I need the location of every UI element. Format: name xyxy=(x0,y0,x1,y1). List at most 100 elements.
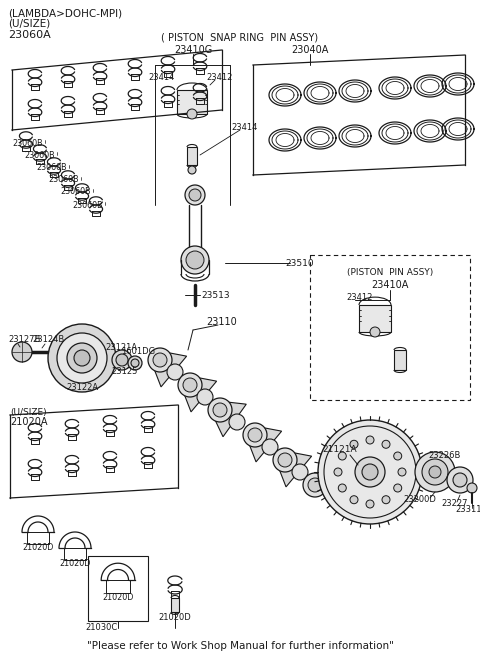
Text: 23060B: 23060B xyxy=(12,138,43,147)
Text: (PISTON  PIN ASSY): (PISTON PIN ASSY) xyxy=(347,267,433,276)
Circle shape xyxy=(181,246,209,274)
Bar xyxy=(171,598,179,612)
Text: 23121A: 23121A xyxy=(105,343,137,352)
Polygon shape xyxy=(249,427,282,462)
Circle shape xyxy=(362,464,378,480)
Text: 23060B: 23060B xyxy=(36,164,67,172)
Circle shape xyxy=(197,389,213,405)
Text: 21020D: 21020D xyxy=(158,612,192,622)
Circle shape xyxy=(382,440,390,448)
Text: 23513: 23513 xyxy=(202,291,230,299)
Circle shape xyxy=(74,350,90,366)
Circle shape xyxy=(262,439,278,455)
Text: 23110: 23110 xyxy=(206,317,238,327)
Text: "Please refer to Work Shop Manual for further information": "Please refer to Work Shop Manual for fu… xyxy=(86,641,394,651)
Circle shape xyxy=(48,324,116,392)
Polygon shape xyxy=(214,402,246,437)
Text: (U/SIZE): (U/SIZE) xyxy=(8,19,50,29)
Polygon shape xyxy=(183,377,216,412)
Text: 23412: 23412 xyxy=(207,73,233,83)
Circle shape xyxy=(57,333,107,383)
Text: 23125: 23125 xyxy=(112,367,138,377)
Bar xyxy=(310,255,470,400)
Text: 23410G: 23410G xyxy=(174,45,212,55)
Text: 23227: 23227 xyxy=(442,498,468,508)
Circle shape xyxy=(213,403,227,417)
Circle shape xyxy=(303,473,327,497)
Text: 23040A: 23040A xyxy=(291,45,329,55)
Circle shape xyxy=(453,473,467,487)
Circle shape xyxy=(350,496,358,504)
Bar xyxy=(88,556,148,621)
Text: 23127B: 23127B xyxy=(8,335,40,345)
Circle shape xyxy=(273,448,297,472)
Text: 23311A: 23311A xyxy=(456,506,480,514)
Text: 23060B: 23060B xyxy=(48,176,79,185)
Circle shape xyxy=(394,452,402,460)
Circle shape xyxy=(188,166,196,174)
Circle shape xyxy=(366,500,374,508)
Circle shape xyxy=(112,350,132,370)
Text: 21020A: 21020A xyxy=(10,417,48,427)
Circle shape xyxy=(334,468,342,476)
Text: 21020D: 21020D xyxy=(60,559,91,567)
Circle shape xyxy=(167,364,183,380)
Polygon shape xyxy=(154,352,187,387)
Text: 23060B: 23060B xyxy=(60,187,91,196)
Circle shape xyxy=(338,452,346,460)
Polygon shape xyxy=(278,453,312,487)
Circle shape xyxy=(415,452,455,492)
Text: 23226B: 23226B xyxy=(429,451,461,460)
Circle shape xyxy=(467,483,477,493)
Circle shape xyxy=(187,109,197,119)
Text: 23060B: 23060B xyxy=(24,151,55,160)
Text: 23414: 23414 xyxy=(149,73,175,83)
Circle shape xyxy=(382,496,390,504)
Text: (LAMBDA>DOHC-MPI): (LAMBDA>DOHC-MPI) xyxy=(8,8,122,18)
Circle shape xyxy=(12,342,32,362)
Circle shape xyxy=(153,353,167,367)
Circle shape xyxy=(208,398,232,422)
Text: ( PISTON  SNAP RING  PIN ASSY): ( PISTON SNAP RING PIN ASSY) xyxy=(161,33,319,43)
Circle shape xyxy=(308,478,322,492)
Circle shape xyxy=(185,185,205,205)
Text: 23410A: 23410A xyxy=(372,280,408,290)
Circle shape xyxy=(318,420,422,524)
Bar xyxy=(177,90,207,114)
Circle shape xyxy=(398,468,406,476)
Circle shape xyxy=(338,484,346,492)
Text: 23200D: 23200D xyxy=(404,495,436,504)
Circle shape xyxy=(394,484,402,492)
Text: 23122A: 23122A xyxy=(66,383,98,392)
Text: 23414: 23414 xyxy=(232,124,258,132)
Circle shape xyxy=(366,436,374,444)
Text: 23060B: 23060B xyxy=(72,200,103,210)
Circle shape xyxy=(248,428,262,442)
Circle shape xyxy=(183,378,197,392)
Text: 23412: 23412 xyxy=(347,293,373,301)
Circle shape xyxy=(292,464,308,480)
Circle shape xyxy=(116,354,128,366)
Circle shape xyxy=(229,414,245,430)
Circle shape xyxy=(355,457,385,487)
Text: 21030C: 21030C xyxy=(86,624,118,633)
Bar xyxy=(64,548,86,560)
Circle shape xyxy=(178,373,202,397)
Circle shape xyxy=(447,467,473,493)
Circle shape xyxy=(422,459,448,485)
Bar xyxy=(187,147,197,165)
Bar xyxy=(394,350,406,370)
Circle shape xyxy=(189,189,201,201)
Circle shape xyxy=(128,356,142,370)
Text: 23060A: 23060A xyxy=(8,30,51,40)
Circle shape xyxy=(243,423,267,447)
Text: 21121A: 21121A xyxy=(323,445,357,455)
Bar xyxy=(359,305,391,332)
Circle shape xyxy=(186,251,204,269)
Circle shape xyxy=(278,453,292,467)
Bar xyxy=(107,580,130,593)
Text: (U/SIZE): (U/SIZE) xyxy=(10,407,47,417)
Text: 23510: 23510 xyxy=(286,259,314,267)
Circle shape xyxy=(67,343,97,373)
Text: 21020D: 21020D xyxy=(102,593,134,603)
